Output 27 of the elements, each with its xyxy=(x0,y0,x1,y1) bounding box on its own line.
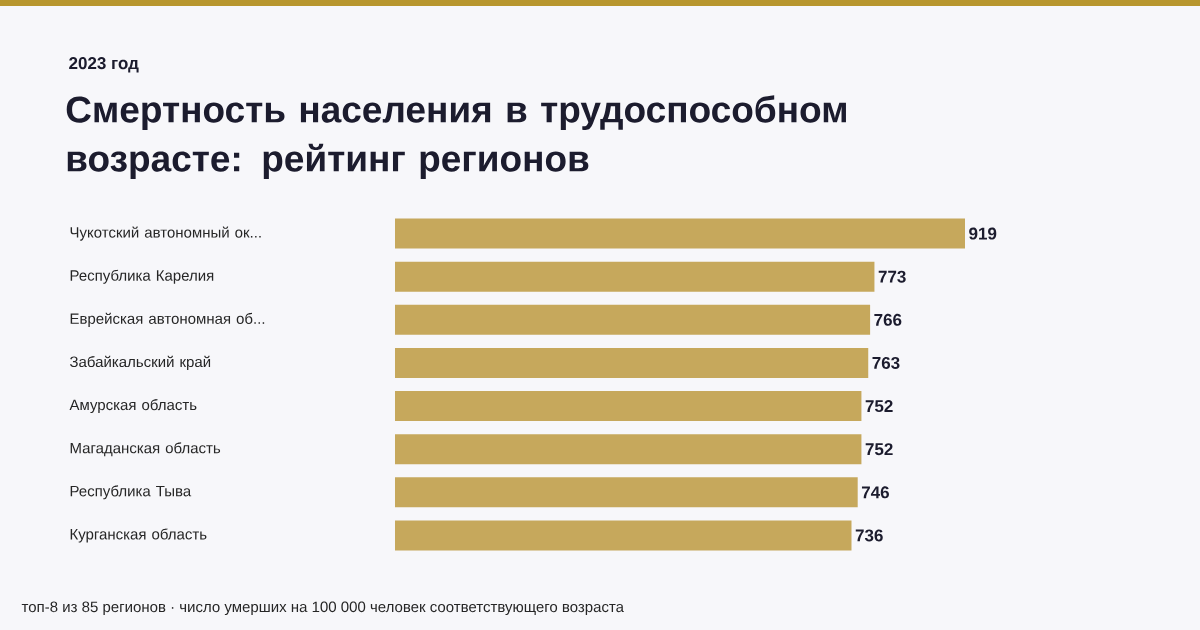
bar xyxy=(395,520,852,551)
y-tick-label: Еврейская автономная об... xyxy=(70,312,265,327)
y-tick-label: Чукотский автономный ок... xyxy=(70,226,261,241)
data-label: 766 xyxy=(874,313,902,326)
y-tick-label: Амурская область xyxy=(69,399,197,414)
data-label: 773 xyxy=(878,270,906,283)
bar xyxy=(395,261,875,292)
bar xyxy=(395,347,869,378)
bar xyxy=(395,434,862,465)
data-label: 919 xyxy=(969,227,997,240)
bar xyxy=(395,304,871,335)
data-label: 746 xyxy=(861,486,889,499)
y-tick-label: Забайкальский край xyxy=(69,355,211,371)
data-label: 752 xyxy=(865,400,893,413)
data-label: 763 xyxy=(872,356,900,369)
y-tick-label: Республика Карелия xyxy=(70,269,214,284)
y-tick-label: Курганская область xyxy=(70,528,207,543)
text: топ-8 из 85 регионов · число умерших на 100 000 человек соответствующего возраста xyxy=(21,601,624,616)
bar xyxy=(395,391,862,422)
y-tick-label: Магаданская область xyxy=(70,442,221,457)
bar xyxy=(395,477,858,508)
bar xyxy=(395,218,965,249)
data-label: 752 xyxy=(865,443,893,456)
chart-title: Смертность населения в трудоспособном возрасте: рейтинг регионов xyxy=(66,95,846,180)
text: 2023 год xyxy=(69,57,139,73)
y-tick-label: Республика Тыва xyxy=(70,485,192,500)
data-label: 736 xyxy=(855,529,883,542)
